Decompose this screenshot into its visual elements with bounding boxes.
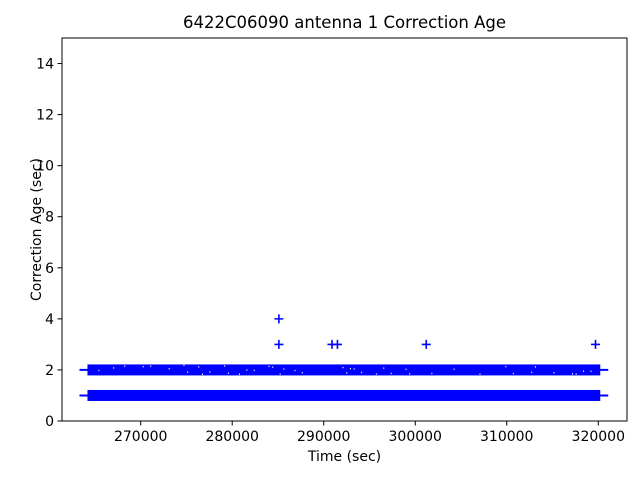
band-gap-speck: [198, 366, 200, 368]
band-gap-speck: [575, 373, 577, 375]
band-gap-speck: [479, 373, 481, 375]
band-gap-speck: [168, 367, 170, 370]
band-gap-speck: [346, 372, 348, 374]
y-tick-label: 14: [36, 57, 54, 73]
dense-marker-band: [87, 364, 601, 376]
y-axis-label: Correction Age (sec): [29, 158, 45, 301]
y-tick-label: 4: [45, 312, 54, 328]
band-gap-speck: [531, 371, 533, 374]
band-gap-speck: [342, 366, 344, 369]
band-gap-speck: [201, 373, 203, 375]
band-gap-speck: [246, 369, 248, 371]
y-axis-ticks: 0 2 4 6 8 10 12 14: [36, 57, 62, 430]
band-gap-speck: [383, 367, 385, 369]
band-gap-speck: [187, 371, 189, 373]
band-gap-speck: [361, 371, 363, 374]
x-tick-label: 280000: [205, 429, 258, 445]
band-gap-speck: [349, 367, 351, 370]
band-gap-speck: [227, 372, 229, 374]
band-gap-speck: [142, 365, 144, 368]
band-gap-speck: [431, 372, 433, 375]
band-gap-speck: [375, 373, 377, 375]
band-gap-speck: [583, 370, 585, 372]
band-gap-speck: [238, 373, 240, 375]
plus-marker: [332, 339, 342, 349]
plus-marker: [421, 339, 431, 349]
band-gap-speck: [301, 371, 303, 374]
dense-marker-band: [87, 389, 601, 401]
band-gap-speck: [283, 368, 285, 370]
y-tick-label: 12: [36, 108, 54, 124]
plus-marker: [591, 339, 601, 349]
band-gap-speck: [512, 372, 514, 375]
band-gap-speck: [590, 370, 592, 373]
band-gap-speck: [409, 373, 411, 375]
x-tick-label: 320000: [572, 429, 625, 445]
plus-marker: [274, 314, 284, 324]
y-tick-label: 6: [45, 261, 54, 277]
y-tick-label: 8: [45, 210, 54, 226]
y-tick-label: 0: [45, 414, 54, 430]
band-gap-speck: [209, 371, 211, 373]
x-axis-ticks: 270000 280000 290000 300000 310000 320000: [114, 421, 625, 445]
y-tick-label: 2: [45, 363, 54, 379]
band-gap-speck: [571, 373, 573, 375]
y-tick-label: 10: [36, 159, 54, 175]
x-tick-label: 270000: [114, 429, 167, 445]
x-axis-label: Time (sec): [307, 449, 381, 465]
band-gap-speck: [253, 369, 255, 372]
plot-area-border: [61, 37, 628, 422]
band-gap-speck: [272, 366, 274, 368]
band-gap-speck: [98, 369, 100, 372]
band-gap-speck: [453, 368, 455, 370]
band-gap-speck: [534, 366, 536, 368]
band-gap-speck: [294, 369, 296, 372]
chart-title: 6422C06090 antenna 1 Correction Age: [183, 13, 506, 32]
x-tick-label: 300000: [389, 429, 442, 445]
band-gap-speck: [150, 365, 152, 367]
x-tick-label: 310000: [480, 429, 533, 445]
plot-data: [79, 314, 609, 401]
band-gap-speck: [390, 372, 392, 375]
band-gap-speck: [279, 373, 281, 375]
band-gap-speck: [405, 368, 407, 371]
x-tick-label: 290000: [297, 429, 350, 445]
band-gap-speck: [505, 365, 507, 368]
band-gap-speck: [268, 365, 270, 368]
band-gap-speck: [553, 372, 555, 374]
band-gap-speck: [224, 365, 226, 367]
band-gap-speck: [183, 364, 185, 367]
plus-marker: [274, 339, 284, 349]
band-gap-speck: [124, 365, 126, 367]
band-gap-speck: [353, 368, 355, 370]
band-gap-speck: [113, 367, 115, 369]
